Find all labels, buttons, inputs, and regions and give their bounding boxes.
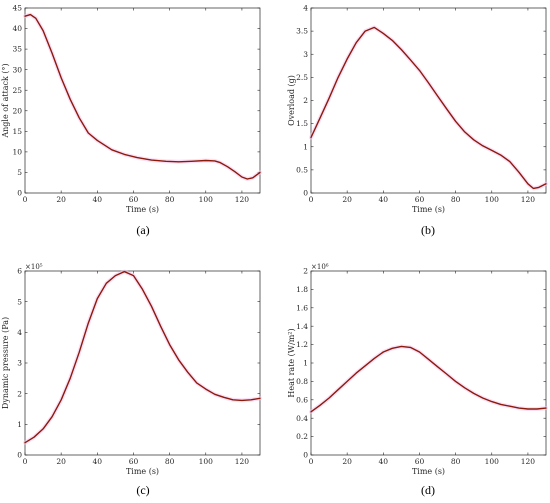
y-tick-label: 5 xyxy=(17,168,22,177)
y-tick-label: 2 xyxy=(17,389,22,398)
y-tick-label: 3 xyxy=(303,50,308,59)
y-tick-label: 10 xyxy=(12,147,22,156)
y-tick-label: 1 xyxy=(17,420,22,429)
x-tick-label: 20 xyxy=(56,195,66,204)
x-tick-label: 0 xyxy=(309,195,314,204)
y-tick-label: 1 xyxy=(303,142,308,151)
chart-panel-1: 0 20 40 60 80 100 120 0 5 10 15 20 25 30 35 40 45 Time (s… xyxy=(1,4,262,237)
x-tick-label: 60 xyxy=(415,457,425,466)
x-tick-label: 100 xyxy=(199,195,214,204)
x-tick-label: 60 xyxy=(129,457,139,466)
plot-area xyxy=(24,270,261,456)
x-tick-label: 0 xyxy=(23,195,28,204)
plot-area xyxy=(310,7,547,194)
y-tick-label: 1 xyxy=(303,359,308,368)
y-tick-label: 0.2 xyxy=(296,432,308,441)
y-tick-label: 4 xyxy=(17,328,22,337)
x-tick-label: 0 xyxy=(309,457,314,466)
y-tick-label: 4 xyxy=(303,4,308,13)
x-tick-label: 0 xyxy=(23,457,28,466)
x-tick-label: 120 xyxy=(521,457,536,466)
y-tick-label: 3.5 xyxy=(296,27,308,36)
panel-label: (c) xyxy=(136,483,149,497)
y-exponent-label: ×10⁵ xyxy=(25,263,43,271)
chart-panel-3: 0 20 40 60 80 100 120 0 1 2 3 4 5 6 ×10⁵ Time (s) Dynami… xyxy=(1,263,262,497)
y-tick-label: 30 xyxy=(12,65,22,74)
series-line xyxy=(310,345,547,413)
panel-label: (b) xyxy=(421,223,435,237)
y-axis-label: Angle of attack (°) xyxy=(1,63,10,138)
y-tick-label: 1.2 xyxy=(296,340,308,349)
y-tick-label: 6 xyxy=(17,267,22,276)
y-tick-label: 5 xyxy=(17,297,22,306)
y-tick-label: 2 xyxy=(303,96,308,105)
x-tick-label: 80 xyxy=(165,457,175,466)
x-tick-label: 60 xyxy=(415,195,425,204)
x-tick-label: 40 xyxy=(379,457,389,466)
x-tick-label: 20 xyxy=(342,457,352,466)
y-exponent-label: ×10⁶ xyxy=(311,263,329,271)
y-tick-label: 0 xyxy=(17,451,22,460)
y-tick-label: 1.5 xyxy=(296,119,308,128)
y-tick-label: 15 xyxy=(12,127,22,136)
y-tick-label: 0.5 xyxy=(296,165,308,174)
series-line xyxy=(310,26,547,190)
y-tick-label: 0 xyxy=(17,189,22,198)
x-tick-label: 40 xyxy=(379,195,389,204)
y-axis-label: Heat rate (W/m²) xyxy=(287,328,296,397)
y-tick-label: 0 xyxy=(303,189,308,198)
y-tick-label: 0.4 xyxy=(296,414,308,423)
x-tick-label: 80 xyxy=(451,457,461,466)
y-tick-label: 0.6 xyxy=(296,395,308,404)
chart-panel-4: 0 20 40 60 80 100 120 0 0.2 0.4 0.6 0.8 1 1.2 1.4 1.6 1.… xyxy=(287,263,548,497)
x-axis-label: Time (s) xyxy=(412,205,445,214)
chart-panel-2: 0 20 40 60 80 100 120 0 0.5 1 1.5 2 2.5 3 3.5 4 Time (s)… xyxy=(287,4,548,237)
x-tick-label: 120 xyxy=(235,195,250,204)
x-tick-label: 80 xyxy=(165,195,175,204)
y-tick-label: 25 xyxy=(12,86,22,95)
x-tick-label: 40 xyxy=(93,457,103,466)
y-axis-label: Dynamic pressure (Pa) xyxy=(1,317,10,409)
x-axis-label: Time (s) xyxy=(126,205,159,214)
y-tick-label: 35 xyxy=(12,45,22,54)
y-axis-label: Overload (g) xyxy=(287,75,296,126)
x-tick-label: 120 xyxy=(521,195,536,204)
y-tick-label: 1.4 xyxy=(296,322,308,331)
y-tick-label: 0.8 xyxy=(296,377,308,386)
series-line xyxy=(24,270,261,444)
x-tick-label: 120 xyxy=(235,457,250,466)
x-tick-label: 60 xyxy=(129,195,139,204)
x-tick-label: 20 xyxy=(342,195,352,204)
x-tick-label: 100 xyxy=(485,457,500,466)
plot-area xyxy=(310,270,547,456)
y-tick-label: 2 xyxy=(303,267,308,276)
panel-label: (d) xyxy=(421,483,435,497)
x-tick-label: 80 xyxy=(451,195,461,204)
x-tick-label: 100 xyxy=(199,457,214,466)
y-tick-label: 40 xyxy=(12,24,22,33)
y-tick-label: 0 xyxy=(303,451,308,460)
y-tick-label: 1.8 xyxy=(296,285,308,294)
panel-label: (a) xyxy=(136,223,149,237)
y-tick-label: 45 xyxy=(12,4,22,13)
y-tick-label: 3 xyxy=(17,359,22,368)
series-line xyxy=(24,13,261,180)
y-tick-label: 2.5 xyxy=(296,73,308,82)
y-tick-label: 20 xyxy=(12,106,22,115)
x-tick-label: 100 xyxy=(485,195,500,204)
y-tick-label: 1.6 xyxy=(296,303,308,312)
x-axis-label: Time (s) xyxy=(126,467,159,476)
x-tick-label: 20 xyxy=(56,457,66,466)
x-axis-label: Time (s) xyxy=(412,467,445,476)
x-tick-label: 40 xyxy=(93,195,103,204)
